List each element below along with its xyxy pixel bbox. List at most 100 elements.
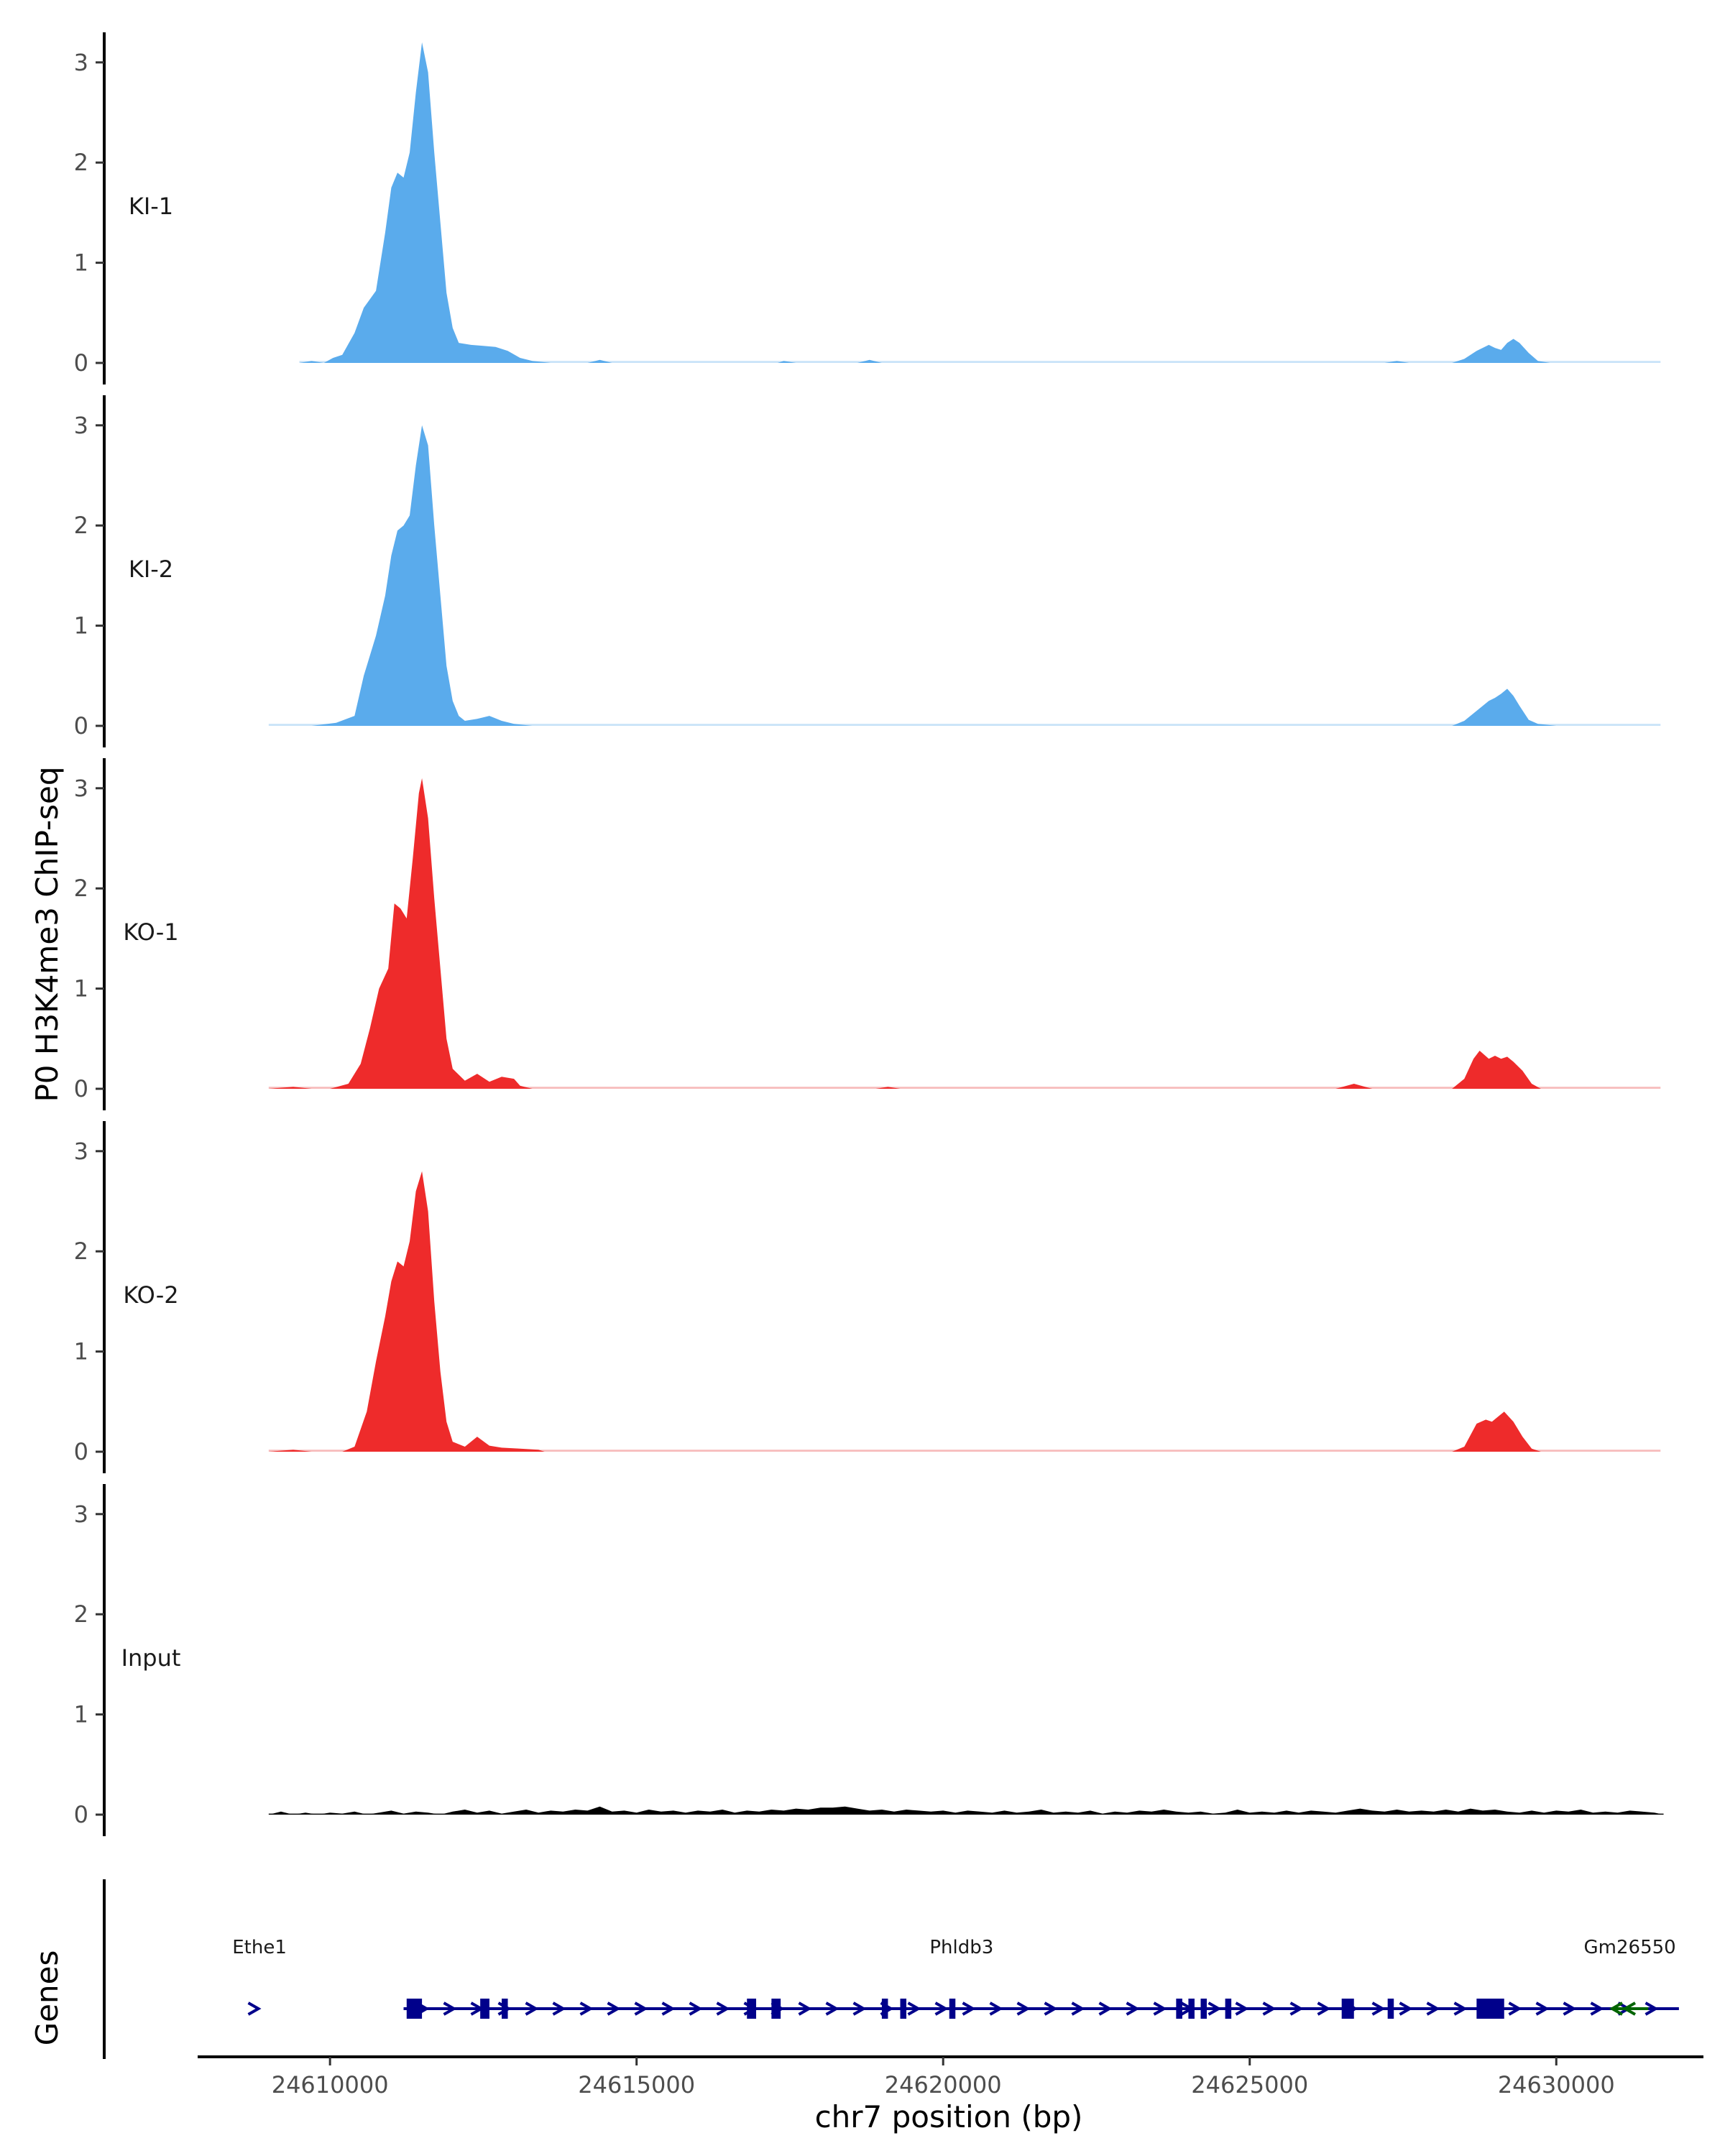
strand-arrow [1590,2001,1604,2016]
track-ko-2: 0 1 2 3 KO-2 [74,1121,1661,1473]
strand-arrow [689,2001,703,2016]
baseline-signal [268,1450,1661,1452]
exon [480,1999,489,2019]
chip-seq-tracks: 0 1 2 3 KI-1 0 1 2 3 KI-2 0 1 2 3 KO-1 0 1 2 3 KO-2 0 1 2 3 Inpu… [74,32,1664,1836]
strand-arrow [1262,2001,1276,2016]
exon [1225,1999,1232,2019]
track-label: KO-1 [123,918,178,946]
exon [900,1999,907,2019]
strand-arrow [1426,2001,1440,2016]
y-tick-label: 2 [74,1238,88,1265]
exon [1341,1999,1354,2019]
strand-arrow [1071,2001,1085,2016]
genes-panel: Ethe1 Phldb3 Gm26550 [103,1879,1679,2059]
strand-arrow [634,2001,648,2016]
y-tick-label: 3 [74,49,88,76]
y-tick-label: 3 [74,1501,88,1528]
exon [1476,1999,1504,2019]
y-tick-label: 1 [74,1338,88,1365]
exon [1200,1999,1208,2019]
strand-arrow [1508,2001,1522,2016]
y-tick-label: 0 [74,1438,88,1465]
y-tick-label: 0 [74,349,88,377]
y-axis-title: P0 H3K4me3 ChIP-seq [29,766,65,1102]
strand-arrow [1453,2001,1468,2016]
y-tick-label: 2 [74,512,88,539]
x-tick-label: 24625000 [1191,2071,1308,2099]
strand-arrow [1098,2001,1113,2016]
signal-area [299,42,1661,364]
track-label: KO-2 [123,1281,178,1309]
strand-arrow [852,2001,867,2016]
y-tick-label: 1 [74,975,88,1003]
y-tick-label: 3 [74,412,88,439]
exon [1387,1999,1394,2019]
signal-area [268,1171,1661,1452]
strand-arrow [579,2001,594,2016]
strand-arrow [1609,2001,1624,2016]
gene-phldb3: Phldb3 [403,1937,1679,2019]
track-label: KI-2 [129,556,173,583]
y-tick-label: 3 [74,1138,88,1165]
strand-arrow [962,2001,976,2016]
track-ki-2: 0 1 2 3 KI-2 [74,395,1661,747]
gene-label: Phldb3 [929,1937,993,1958]
baseline-signal [299,361,1661,363]
y-tick-label: 0 [74,1801,88,1828]
strand-arrow [907,2001,921,2016]
y-tick-label: 2 [74,875,88,902]
x-tick-label: 24615000 [578,2071,695,2099]
signal-area [268,1806,1664,1815]
signal-area [268,425,1661,726]
exon [771,1999,781,2019]
strand-arrow [716,2001,730,2016]
track-input: 0 1 2 3 Input [74,1484,1664,1836]
y-tick-label: 0 [74,1075,88,1102]
strand-arrow [247,2001,262,2016]
y-tick-label: 0 [74,712,88,740]
x-axis-title: chr7 position (bp) [815,2099,1083,2134]
strand-arrow [934,2001,949,2016]
strand-arrow [1644,2001,1659,2016]
strand-arrow [1126,2001,1140,2016]
track-label: Input [121,1644,181,1672]
strand-arrow [607,2001,621,2016]
exon [747,1999,757,2019]
strand-arrow [1535,2001,1550,2016]
strand-arrow [1016,2001,1031,2016]
y-tick-label: 1 [74,1701,88,1728]
track-ki-1: 0 1 2 3 KI-1 [74,32,1661,384]
y-tick-label: 1 [74,249,88,277]
strand-arrow [552,2001,566,2016]
strand-arrow [825,2001,840,2016]
strand-arrow [1371,2001,1386,2016]
strand-arrow [1235,2001,1249,2016]
track-ko-1: 0 1 2 3 KO-1 [74,758,1661,1110]
exon [1176,1999,1182,2019]
x-tick-label: 24630000 [1498,2071,1615,2099]
gene-ethe1: Ethe1 [232,1937,287,2016]
x-axis: 24610000 24615000 24620000 24625000 24630000 [198,2055,1703,2099]
exon [881,1999,888,2019]
strand-arrow [1044,2001,1058,2016]
gene-gm26550: Gm26550 [1584,1937,1676,2016]
strand-arrow [798,2001,812,2016]
track-label: KI-1 [129,193,173,220]
exon [502,1999,508,2019]
baseline-signal [268,724,1661,726]
strand-arrow [661,2001,676,2016]
strand-arrow [1153,2001,1167,2016]
strand-arrow [1622,2001,1637,2016]
strand-arrow [443,2001,457,2016]
x-tick-label: 24610000 [272,2071,389,2099]
strand-arrow [525,2001,539,2016]
strand-arrow [1208,2001,1222,2016]
strand-arrow [1399,2001,1413,2016]
genes-title: Genes [29,1950,65,2046]
strand-arrow [1317,2001,1331,2016]
y-tick-label: 2 [74,1600,88,1628]
exon [949,1999,956,2019]
exon [1188,1999,1195,2019]
gene-label: Gm26550 [1584,1937,1676,1958]
